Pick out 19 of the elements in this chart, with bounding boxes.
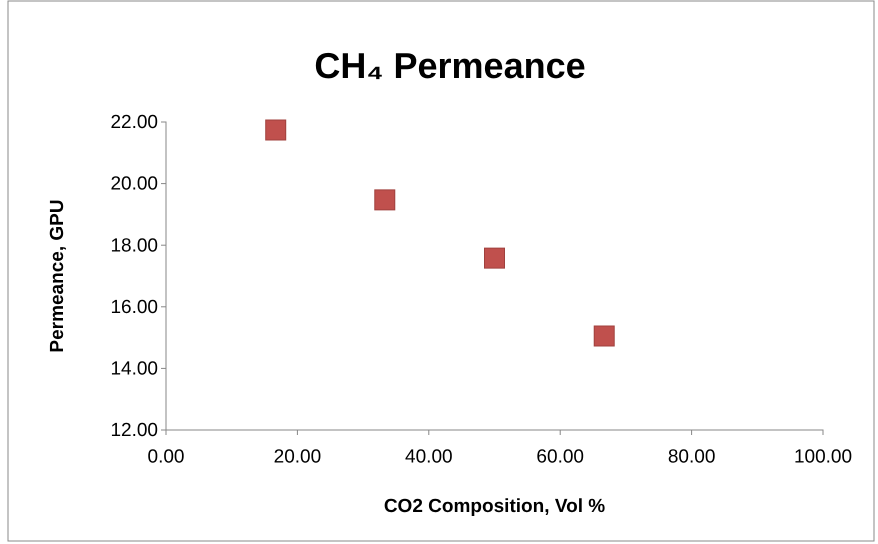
y-tick-label: 14.00	[110, 358, 158, 380]
x-tick-label: 60.00	[536, 446, 584, 468]
y-axis-title: Permeance, GPU	[47, 199, 68, 353]
y-tick-label: 16.00	[110, 296, 158, 318]
y-tick-label: 20.00	[110, 174, 158, 195]
y-tick-label: 22.00	[110, 112, 158, 134]
point	[594, 326, 615, 347]
x-tick-label: 20.00	[274, 446, 322, 468]
x-axis-title: CO2 Composition, Vol %	[384, 496, 606, 517]
point	[484, 248, 505, 269]
point	[374, 189, 396, 210]
x-tick-label: 0.00	[148, 446, 184, 468]
y-tick-label: 12.00	[110, 420, 158, 442]
x-tick-label: 80.00	[668, 446, 716, 468]
chart-title: CH₄ Permeance	[314, 45, 586, 86]
y-tick-label: 18.00	[110, 235, 158, 256]
x-tick-label: 100.00	[794, 446, 852, 468]
x-tick-label: 40.00	[405, 446, 453, 468]
point	[265, 120, 286, 141]
